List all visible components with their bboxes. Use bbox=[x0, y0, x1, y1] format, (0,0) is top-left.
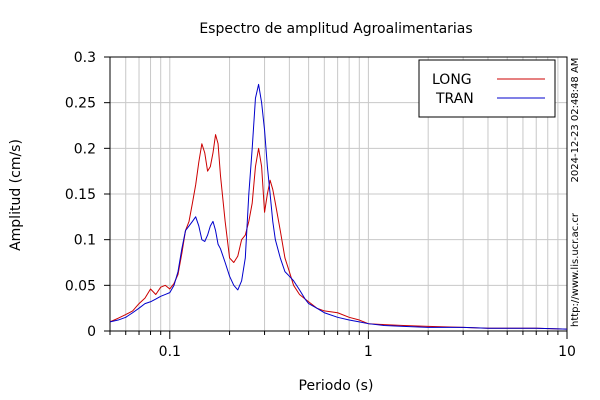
legend-label-long: LONG bbox=[432, 72, 472, 88]
legend-box bbox=[418, 59, 556, 118]
website-annotation: http://www.lis.ucr.ac.cr bbox=[570, 212, 581, 327]
legend-label-tran: TRAN bbox=[435, 91, 474, 107]
chart-title: Espectro de amplitud Agroalimentarias bbox=[199, 21, 472, 37]
y-tick-label: 0.3 bbox=[74, 50, 96, 66]
y-axis-label: Amplitud (cm/s) bbox=[8, 139, 24, 251]
legend: LONG TRAN bbox=[418, 59, 556, 118]
x-tick-label: 0.1 bbox=[159, 344, 181, 360]
plot-frame bbox=[109, 56, 568, 332]
series-line-tran bbox=[109, 83, 568, 330]
x-axis-label: Periodo (s) bbox=[299, 378, 374, 394]
y-tick-label: 0.25 bbox=[65, 96, 96, 112]
x-tick-label: 1 bbox=[364, 344, 373, 360]
y-tick-label: 0.15 bbox=[65, 187, 96, 203]
grid bbox=[109, 56, 568, 332]
y-tick-label: 0.05 bbox=[65, 278, 96, 294]
y-tick-label: 0.2 bbox=[74, 141, 96, 157]
timestamp-annotation: 2024-12-23 02:48:48 AM bbox=[570, 58, 581, 183]
x-tick-label: 10 bbox=[558, 344, 576, 360]
y-tick-label: 0.1 bbox=[74, 233, 96, 249]
axes: 0 0.05 0.1 0.15 0.2 0.25 0.3 0.1 1 10 bbox=[65, 50, 576, 360]
y-tick-label: 0 bbox=[87, 324, 96, 340]
series-line-long bbox=[109, 134, 568, 330]
series-lines bbox=[109, 83, 568, 330]
